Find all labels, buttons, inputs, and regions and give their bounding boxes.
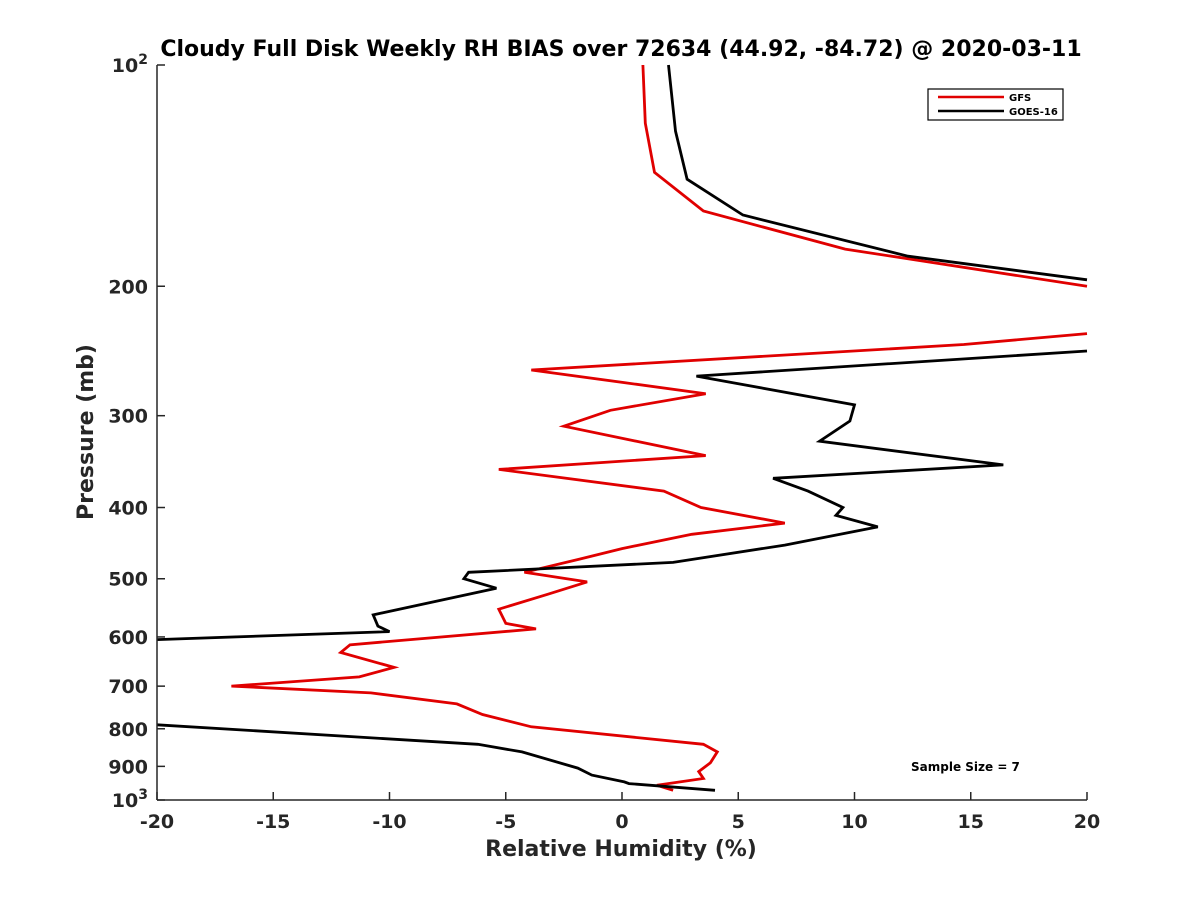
y-tick-label: 300 bbox=[108, 406, 148, 428]
y-tick-label: 500 bbox=[108, 569, 148, 591]
y-tick-label: 400 bbox=[108, 498, 148, 520]
series-line-gfs bbox=[231, 64, 1088, 792]
x-tick-label: 5 bbox=[732, 811, 745, 833]
chart-title: Cloudy Full Disk Weekly RH BIAS over 726… bbox=[160, 37, 1081, 62]
y-tick-label: 103 bbox=[112, 787, 148, 812]
legend-box bbox=[927, 88, 1064, 121]
series-layer bbox=[156, 64, 1088, 792]
x-tick-label: 15 bbox=[958, 811, 984, 833]
series-line-goes16 bbox=[156, 64, 1088, 792]
y-tick-label: 800 bbox=[108, 719, 148, 741]
y-tick-label: 700 bbox=[108, 676, 148, 698]
y-tick-label: 102 bbox=[112, 52, 148, 77]
sample-size-annotation: Sample Size = 7 bbox=[911, 760, 1020, 774]
legend: GFS GOES-16 bbox=[927, 88, 1064, 121]
x-tick-label: 10 bbox=[841, 811, 867, 833]
x-tick-label: 20 bbox=[1074, 811, 1100, 833]
x-tick-label: -5 bbox=[495, 811, 516, 833]
x-tick-label: -20 bbox=[140, 811, 174, 833]
x-axis-label: Relative Humidity (%) bbox=[485, 837, 757, 862]
x-tick-label: 0 bbox=[615, 811, 628, 833]
x-tick-label: -10 bbox=[372, 811, 406, 833]
y-axis-label: Pressure (mb) bbox=[74, 344, 99, 520]
y-tick-label: 600 bbox=[108, 627, 148, 649]
y-tick-label: 200 bbox=[108, 276, 148, 298]
legend-label-goes16: GOES-16 bbox=[1009, 107, 1058, 118]
legend-label-gfs: GFS bbox=[1009, 93, 1031, 104]
y-ticks: 102 200 300 400 500 600 700 800 900 103 bbox=[108, 52, 165, 812]
y-tick-label: 900 bbox=[108, 756, 148, 778]
x-ticks: -20 -15 -10 -5 0 5 10 15 20 bbox=[140, 792, 1100, 833]
x-tick-label: -15 bbox=[256, 811, 290, 833]
